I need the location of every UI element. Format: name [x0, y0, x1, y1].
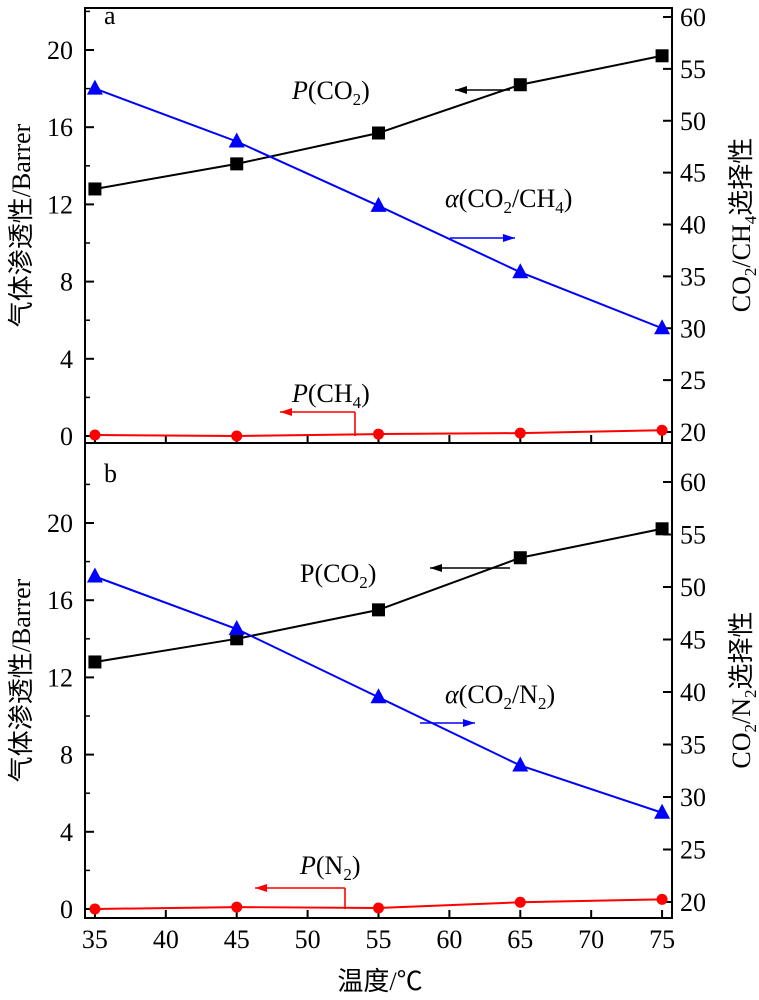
right-tick-label: 40	[680, 211, 706, 240]
annotation-alpha-ch4: α(CO2/CH4)	[445, 184, 572, 217]
plot-frame	[84, 442, 673, 919]
x-tick-label: 35	[82, 925, 108, 954]
x-axis-title: 温度/℃	[337, 967, 422, 996]
right-tick-label: 55	[680, 55, 706, 84]
right-tick-label: 45	[680, 626, 706, 655]
left-tick-label: 8	[60, 268, 73, 297]
right-tick-label: 40	[680, 678, 706, 707]
left-tick-label: 12	[47, 190, 73, 219]
data-point-circle	[89, 429, 101, 441]
left-tick-label: 0	[60, 422, 73, 451]
right-tick-label: 50	[680, 573, 706, 602]
data-point-circle	[656, 893, 668, 905]
right-tick-label: 35	[680, 731, 706, 760]
annotation-pch4: P(CH4)	[291, 379, 370, 412]
panel-b-plot: 0 4 8 12 16 20 20 25 30 35 40 45 50 55 60 气体渗透性/Barrer 3…	[7, 442, 706, 954]
annotation-alpha-n2: α(CO2/N2)	[445, 680, 555, 713]
series-line	[94, 54, 663, 190]
panel-b-label: b	[104, 459, 117, 488]
left-tick-label: 4	[60, 345, 73, 374]
right-tick-label: 45	[680, 159, 706, 188]
data-point-triangle	[512, 263, 529, 279]
x-tick-label: 65	[507, 925, 533, 954]
panel-a: a P(CO2) α(CO2/CH4) P(CH4) CO2/CH4选择性	[104, 1, 759, 412]
x-tick-label: 40	[153, 925, 179, 954]
annotation-arrow-head	[503, 234, 515, 242]
data-point-circle	[514, 896, 526, 908]
annotation-arrow-head	[430, 564, 442, 572]
annotation-pn2: P(N2)	[299, 851, 361, 884]
x-tick-label: 60	[436, 925, 462, 954]
left-axis-title: 气体渗透性/Barrer	[7, 123, 36, 327]
data-point-square	[372, 126, 385, 140]
data-point-square	[88, 182, 102, 196]
left-tick-label: 16	[47, 113, 73, 142]
series-line	[94, 527, 663, 663]
data-point-triangle	[228, 620, 245, 635]
data-point-triangle	[86, 79, 103, 95]
data-point-square	[88, 655, 102, 669]
right-tick-label: 55	[680, 521, 706, 550]
annotation-arrow-head	[280, 408, 292, 416]
right-tick-label: 60	[680, 468, 706, 497]
data-point-circle	[89, 903, 101, 915]
left-tick-label: 20	[47, 36, 73, 65]
data-point-triangle	[228, 132, 245, 148]
left-tick-label: 12	[47, 663, 73, 692]
right-axis-title-b: CO2/N2选择性	[727, 611, 759, 768]
right-tick-label: 60	[680, 3, 706, 32]
left-tick-label: 20	[47, 509, 73, 538]
data-point-triangle	[512, 756, 529, 772]
left-tick-label: 0	[60, 895, 73, 924]
annotation-arrow-head	[255, 884, 267, 892]
panel-b: b P(CO2) α(CO2/N2) P(N2) CO2/N2选择性	[104, 459, 759, 884]
plot-frame	[84, 7, 673, 444]
right-tick-label: 20	[680, 418, 706, 447]
left-tick-label: 16	[47, 586, 73, 615]
x-tick-label: 45	[224, 925, 250, 954]
data-point-square	[513, 78, 527, 92]
annotation-pco2-a: P(CO2)	[291, 76, 370, 109]
right-axis-title-a: CO2/CH4选择性	[727, 138, 759, 312]
right-tick-label: 30	[680, 314, 706, 343]
panel-a-label: a	[104, 1, 116, 30]
right-tick-label: 25	[680, 366, 706, 395]
right-tick-label: 30	[680, 783, 706, 812]
right-tick-label: 50	[680, 107, 706, 136]
right-tick-label: 35	[680, 262, 706, 291]
data-point-square	[230, 632, 244, 646]
data-point-circle	[514, 427, 526, 439]
data-point-circle	[656, 424, 668, 436]
x-tick-label: 55	[366, 925, 392, 954]
data-point-triangle	[654, 803, 671, 819]
data-point-circle	[373, 902, 384, 914]
data-point-triangle	[370, 196, 387, 212]
left-axis-title: 气体渗透性/Barrer	[7, 578, 36, 782]
data-point-triangle	[370, 688, 387, 704]
x-tick-label: 70	[578, 925, 604, 954]
data-point-circle	[231, 901, 243, 913]
data-point-triangle	[654, 319, 671, 335]
right-tick-label: 20	[680, 888, 706, 917]
annotation-arrow-head	[455, 86, 467, 94]
data-point-square	[230, 157, 244, 171]
data-point-square	[655, 522, 669, 536]
data-point-square	[372, 603, 385, 617]
right-tick-label: 25	[680, 836, 706, 865]
data-point-triangle	[86, 567, 103, 583]
annotation-arrow-head	[463, 719, 475, 727]
data-point-square	[513, 551, 527, 565]
data-point-circle	[231, 430, 243, 442]
x-tick-label: 50	[295, 925, 321, 954]
data-point-circle	[373, 428, 384, 440]
annotation-pco2-b: P(CO2)	[300, 559, 376, 592]
left-tick-label: 4	[60, 818, 73, 847]
data-point-square	[655, 49, 669, 63]
panel-a-plot: 0 4 8 12 16 20 20 25 30 35 40 45 50 55 60 气体渗透性/Barrer	[7, 3, 706, 451]
left-tick-label: 8	[60, 741, 73, 770]
x-tick-label: 75	[649, 925, 675, 954]
